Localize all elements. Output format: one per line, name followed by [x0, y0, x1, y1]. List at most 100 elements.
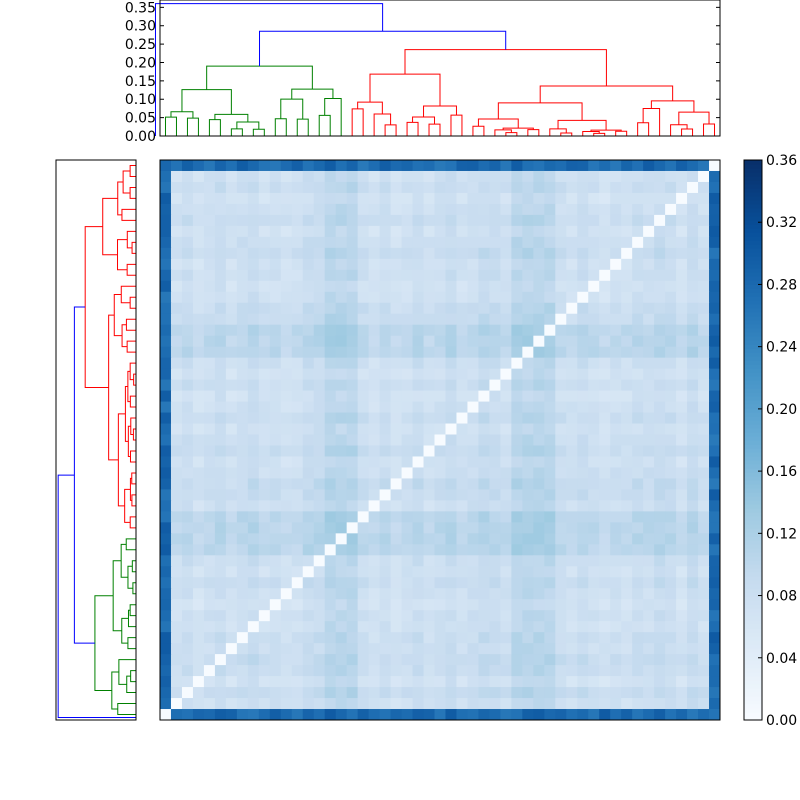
heatmap-cell — [478, 423, 490, 436]
heatmap-cell — [698, 368, 710, 381]
heatmap-cell — [258, 423, 271, 436]
heatmap-cell — [203, 511, 216, 523]
colorbar-swatch — [744, 520, 762, 525]
heatmap-cell — [687, 456, 699, 468]
heatmap-cell — [390, 610, 403, 622]
heatmap-cell — [643, 324, 655, 337]
heatmap-cell — [423, 423, 436, 436]
heatmap-cell — [280, 632, 293, 644]
heatmap-cell — [236, 412, 249, 425]
heatmap-cell — [379, 566, 392, 578]
heatmap-cell — [610, 687, 622, 699]
heatmap-cell — [511, 160, 523, 172]
heatmap-cell — [335, 192, 348, 205]
heatmap-cell — [599, 203, 611, 216]
heatmap-cell — [160, 302, 172, 315]
heatmap-cell — [467, 687, 479, 699]
heatmap-cell — [203, 489, 216, 501]
heatmap-cell — [577, 291, 589, 304]
heatmap-cell — [170, 181, 183, 194]
heatmap-cell — [412, 247, 425, 260]
heatmap-cell — [214, 203, 227, 216]
heatmap-cell — [533, 324, 545, 337]
heatmap-cell — [577, 654, 589, 666]
colorbar-swatch — [744, 652, 762, 657]
heatmap-cell — [324, 654, 337, 666]
heatmap-cell — [357, 522, 370, 534]
heatmap-cell — [599, 511, 611, 523]
heatmap-cell — [599, 698, 611, 710]
heatmap-cell — [566, 500, 578, 512]
heatmap-cell — [203, 302, 216, 315]
heatmap-cell — [214, 247, 227, 260]
heatmap-cell — [160, 665, 172, 677]
heatmap-cell — [445, 181, 457, 194]
heatmap-cell — [555, 643, 567, 655]
heatmap-cell — [445, 236, 457, 249]
heatmap-cell — [445, 698, 457, 710]
heatmap-cell — [709, 203, 721, 216]
heatmap-cell — [324, 335, 337, 348]
heatmap-cell — [247, 478, 260, 490]
heatmap-cell — [665, 258, 677, 271]
heatmap-cell — [346, 203, 359, 216]
heatmap-cell — [368, 709, 381, 721]
heatmap-cell — [379, 368, 392, 381]
heatmap-cell — [676, 632, 688, 644]
heatmap-cell — [577, 269, 589, 282]
heatmap-cell — [610, 588, 622, 600]
heatmap-cell — [489, 160, 501, 172]
heatmap-cell — [434, 522, 446, 534]
heatmap-cell — [170, 214, 183, 227]
heatmap-cell — [412, 467, 425, 479]
heatmap-cell — [269, 302, 282, 315]
colorbar-swatch — [744, 168, 762, 173]
heatmap-cell — [676, 709, 688, 721]
heatmap-cell — [500, 643, 512, 655]
heatmap-cell — [390, 500, 403, 512]
green-cluster-link — [291, 88, 334, 100]
heatmap-cell — [489, 511, 501, 523]
heatmap-cell — [467, 160, 479, 172]
heatmap-cell — [346, 225, 359, 238]
heatmap-cell — [610, 258, 622, 271]
colorbar-swatch — [744, 708, 762, 713]
heatmap-cell — [511, 357, 523, 370]
heatmap-cell — [170, 412, 183, 425]
heatmap-cell — [489, 698, 501, 710]
heatmap-cell — [577, 522, 589, 534]
heatmap-cell — [401, 214, 414, 227]
heatmap-cell — [335, 324, 348, 337]
heatmap-cell — [236, 401, 249, 414]
heatmap-cell — [555, 269, 567, 282]
heatmap-cell — [665, 170, 677, 183]
colorbar-swatch — [744, 224, 762, 229]
heatmap-cell — [346, 214, 359, 227]
colorbar-swatch — [744, 452, 762, 457]
heatmap-cell — [335, 544, 348, 556]
heatmap-cell — [478, 511, 490, 523]
heatmap-cell — [247, 709, 260, 721]
heatmap-cell — [368, 467, 381, 479]
heatmap-cell — [313, 368, 326, 381]
heatmap-cell — [203, 236, 216, 249]
heatmap-cell — [291, 390, 304, 403]
heatmap-cell — [214, 346, 227, 359]
heatmap-cell — [445, 324, 457, 337]
heatmap-cell — [258, 533, 271, 545]
heatmap-cell — [566, 357, 578, 370]
heatmap-cell — [423, 346, 436, 359]
heatmap-cell — [324, 665, 337, 677]
heatmap-cell — [324, 214, 337, 227]
heatmap-cell — [709, 709, 721, 721]
heatmap-cell — [676, 665, 688, 677]
colorbar-swatch — [744, 456, 762, 461]
heatmap-cell — [588, 434, 600, 446]
heatmap-cell — [203, 665, 216, 677]
heatmap-cell — [335, 577, 348, 589]
heatmap-cell — [643, 203, 655, 216]
heatmap-cell — [467, 357, 479, 370]
red-cluster-link — [593, 132, 606, 136]
heatmap-cell — [577, 357, 589, 370]
heatmap-cell — [665, 588, 677, 600]
